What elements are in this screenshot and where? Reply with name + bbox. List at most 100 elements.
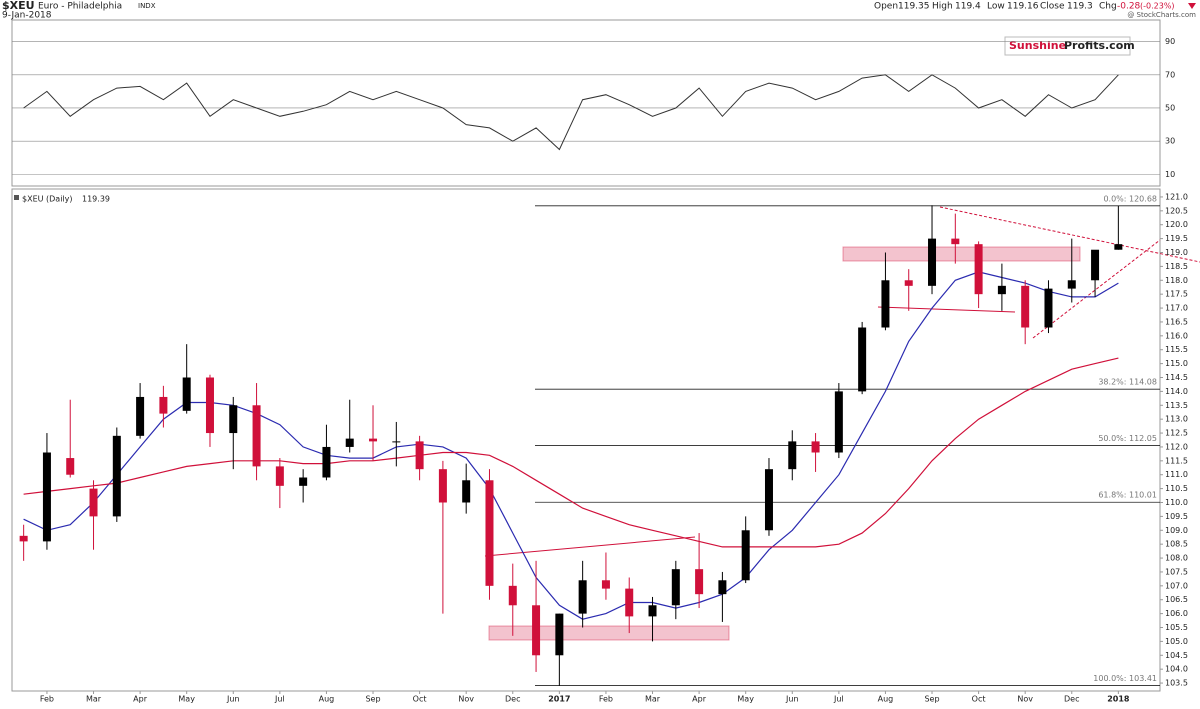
candle-body — [322, 446, 331, 478]
candle-body — [345, 438, 354, 447]
x-tick-label: Nov — [458, 695, 474, 704]
candle-body — [1091, 249, 1100, 281]
candle-body — [601, 580, 610, 589]
x-tick-label: Aug — [878, 695, 894, 704]
candle-body — [19, 535, 28, 542]
down-arrow — [1188, 3, 1196, 9]
candle-body — [904, 280, 913, 286]
high-label: High — [932, 2, 953, 12]
x-tick-label: Oct — [972, 695, 986, 704]
candle-body — [369, 438, 378, 442]
y-tick-label: 116.0 — [1165, 331, 1188, 340]
y-tick-label: 109.0 — [1165, 526, 1188, 535]
fib-label: 61.8%: 110.01 — [1098, 491, 1157, 500]
y-tick-label: 113.0 — [1165, 415, 1188, 424]
x-tick-label: Jul — [833, 695, 844, 704]
candle-body — [788, 441, 797, 470]
trend-line — [484, 536, 696, 557]
annotations — [484, 206, 1200, 641]
x-tick-label: Dec — [1064, 695, 1079, 704]
x-tick-label: Jun — [226, 695, 240, 704]
fib-label: 38.2%: 114.08 — [1098, 378, 1157, 387]
support-zone — [488, 625, 730, 641]
candle-body — [625, 588, 634, 617]
exchange: INDX — [138, 2, 156, 10]
y-tick-label: 115.5 — [1165, 345, 1188, 354]
fib-label: 100.0%: 103.41 — [1093, 674, 1157, 683]
low-value: 119.16 — [1007, 2, 1039, 12]
candle-body — [112, 435, 121, 517]
resistance-zone — [842, 246, 1081, 262]
candle-body — [928, 238, 937, 286]
candle-body — [1114, 244, 1123, 250]
x-tick-label: Feb — [599, 695, 613, 704]
legend-swatch — [14, 195, 19, 200]
x-tick-label: Jul — [274, 695, 285, 704]
y-tick-label: 50 — [1165, 103, 1175, 112]
chg-pct: (-0.23%) — [1140, 2, 1175, 11]
candle-body — [671, 569, 680, 606]
chg-label: Chg — [1099, 2, 1117, 12]
y-tick-label: 108.0 — [1165, 554, 1188, 563]
x-tick-label: Dec — [505, 695, 520, 704]
candle-body — [229, 405, 238, 434]
candle-body — [858, 327, 867, 392]
date: 9-Jan-2018 — [2, 11, 52, 21]
y-tick-label: 110.5 — [1165, 484, 1188, 493]
candle-body — [578, 580, 587, 614]
y-tick-label: 112.0 — [1165, 442, 1188, 451]
y-tick-label: 105.0 — [1165, 637, 1188, 646]
candle-body — [834, 391, 843, 453]
y-tick-label: 90 — [1165, 37, 1175, 46]
candle-body — [392, 441, 401, 443]
candle-body — [974, 244, 983, 295]
y-tick-label: 110.0 — [1165, 498, 1188, 507]
price-frame — [11, 188, 1161, 692]
candle-body — [764, 469, 773, 531]
candle-body — [1067, 280, 1076, 289]
candle-body — [275, 466, 284, 486]
candle-body — [1021, 285, 1030, 328]
y-tick-label: 120.5 — [1165, 206, 1188, 215]
y-tick-label: 117.0 — [1165, 304, 1188, 313]
candle-body — [182, 377, 191, 411]
candle-body — [695, 569, 704, 595]
trend-line — [939, 206, 1200, 263]
x-tick-label: Feb — [40, 695, 54, 704]
y-tick-label: 114.0 — [1165, 387, 1188, 396]
x-tick-label: Sep — [924, 695, 939, 704]
y-tick-label: 111.5 — [1165, 456, 1188, 465]
candle-body — [741, 530, 750, 581]
open-label: Open — [874, 2, 898, 12]
y-tick-label: 121.0 — [1165, 192, 1188, 201]
candle-body — [136, 396, 145, 436]
y-tick-label: 105.5 — [1165, 623, 1188, 632]
y-tick-label: 70 — [1165, 70, 1175, 79]
fib-label: 0.0%: 120.68 — [1103, 194, 1157, 203]
symbol: $XEU — [2, 0, 35, 12]
y-tick-label: 116.5 — [1165, 317, 1188, 326]
y-tick-label: 103.5 — [1165, 679, 1188, 688]
y-tick-label: 109.5 — [1165, 512, 1188, 521]
legend-value: 119.39 — [82, 195, 110, 204]
candle-body — [299, 477, 308, 486]
y-tick-label: 111.0 — [1165, 470, 1188, 479]
x-tick-label: Jun — [785, 695, 799, 704]
x-tick-label: Apr — [692, 695, 707, 704]
y-tick-label: 107.5 — [1165, 567, 1188, 576]
x-tick-label: May — [737, 695, 754, 704]
candle-body — [42, 452, 51, 542]
moving-average — [23, 357, 1119, 548]
candle-body — [532, 605, 541, 656]
x-tick-label: Mar — [645, 695, 661, 704]
y-tick-label: 106.0 — [1165, 609, 1188, 618]
x-tick-label: 2017 — [548, 695, 570, 704]
y-tick-label: 119.5 — [1165, 234, 1188, 243]
instrument-name: Euro - Philadelphia — [38, 2, 122, 12]
x-tick-label: May — [178, 695, 195, 704]
y-tick-label: 119.0 — [1165, 248, 1188, 257]
candle-body — [648, 605, 657, 617]
y-tick-label: 106.5 — [1165, 595, 1188, 604]
candle-body — [485, 480, 494, 586]
